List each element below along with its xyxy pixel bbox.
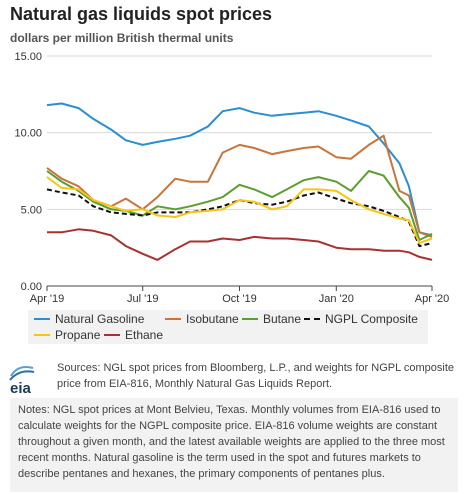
y-tick-label: 5.00: [21, 204, 42, 216]
notes-text: Notes: NGL spot prices at Mont Belvieu, …: [10, 398, 458, 492]
series-line-ngpl-composite: [46, 188, 433, 248]
legend-item-butane: Butane: [242, 312, 301, 326]
eia-logo-text: eia: [10, 380, 32, 396]
legend-label: Ethane: [125, 328, 164, 342]
legend-swatch-ethane: [104, 334, 120, 336]
x-tick-label: Oct '19: [222, 293, 257, 305]
x-tick-label: Apr '20: [415, 293, 450, 305]
y-tick-label: 15.00: [14, 51, 42, 63]
legend-label: Isobutane: [186, 312, 239, 326]
legend-swatch-ngpl-composite: [304, 318, 320, 320]
legend-label: Propane: [55, 328, 101, 342]
x-tick-label: Jul '19: [127, 293, 158, 305]
legend-label: Natural Gasoline: [55, 312, 145, 326]
series-lines: [46, 102, 433, 261]
sources-text: Sources: NGL spot prices from Bloomberg,…: [57, 362, 454, 390]
legend-item-natural-gasoline: Natural Gasoline: [34, 312, 144, 326]
series-line-ethane: [47, 228, 433, 261]
x-tick-label: Jan '20: [319, 293, 354, 305]
legend-label: Butane: [263, 312, 302, 326]
legend-item-isobutane: Isobutane: [165, 312, 239, 326]
chart-legend: Natural Gasoline Isobutane Butane NGPL C…: [28, 310, 428, 344]
legend-label: NGPL Composite: [325, 312, 418, 326]
series-line-propane: [46, 176, 433, 245]
eia-logo: eia: [9, 366, 35, 396]
line-chart: 0.00 5.00 10.00 15.00 Apr '19 Jul '19 Oct '19 J…: [14, 51, 449, 305]
series-line-isobutane: [46, 134, 433, 238]
legend-item-propane: Propane: [34, 328, 100, 342]
series-line-natural-gasoline: [46, 102, 433, 237]
chart-subtitle: dollars per million British thermal unit…: [10, 31, 234, 45]
x-tick-label: Apr '19: [30, 293, 65, 305]
chart-title: Natural gas liquids spot prices: [10, 4, 273, 24]
legend-swatch-butane: [242, 318, 258, 320]
legend-swatch-isobutane: [165, 318, 181, 320]
legend-swatch-natural-gasoline: [34, 318, 50, 320]
y-tick-label: 10.00: [14, 128, 42, 140]
y-tick-label: 0.00: [21, 281, 42, 293]
legend-item-ngpl-composite: NGPL Composite: [304, 312, 418, 326]
axes: 0.00 5.00 10.00 15.00 Apr '19 Jul '19 Oct '19 J…: [14, 51, 449, 305]
series-line-butane: [46, 170, 433, 241]
legend-item-ethane: Ethane: [104, 328, 163, 342]
legend-swatch-propane: [34, 334, 50, 336]
